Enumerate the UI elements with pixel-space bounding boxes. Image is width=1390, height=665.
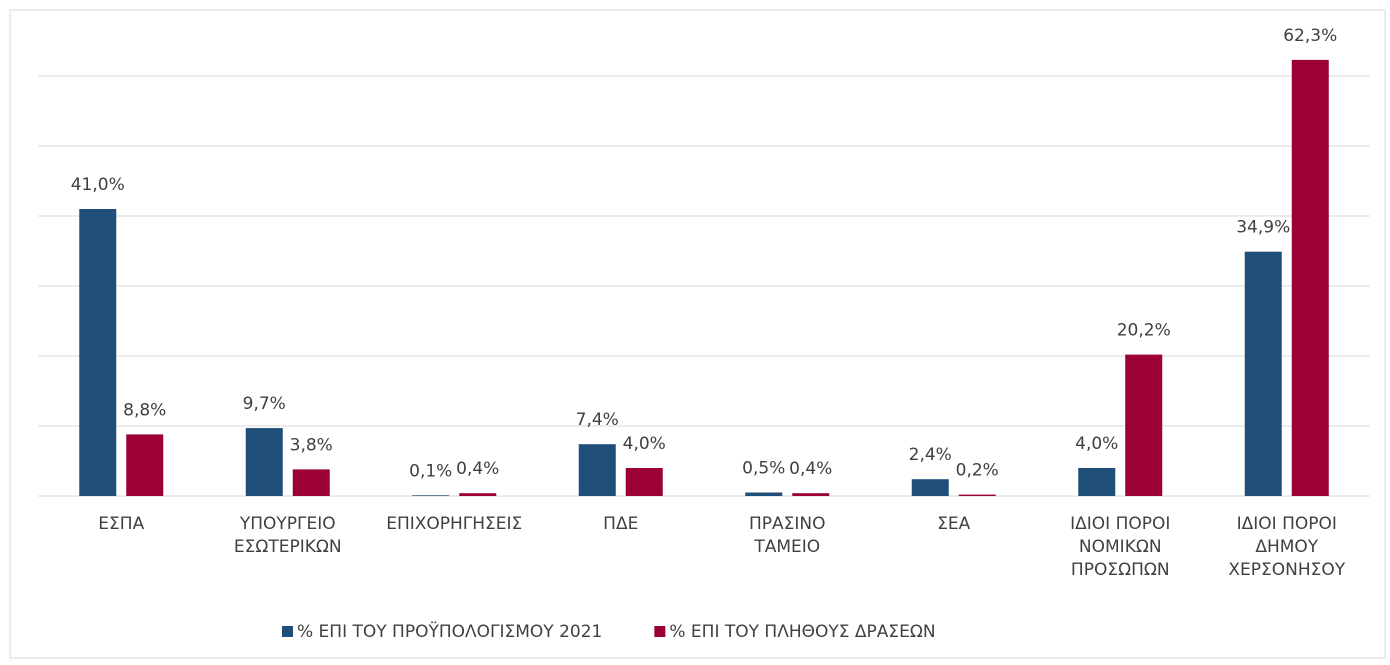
bar	[1291, 59, 1329, 497]
x-tick-label: ΝΟΜΙΚΩΝ	[1079, 537, 1162, 557]
bar	[1244, 251, 1282, 496]
value-label: 0,2%	[956, 461, 999, 481]
legend-swatch	[282, 626, 293, 637]
value-label: 0,4%	[456, 459, 499, 479]
value-label: 9,7%	[243, 394, 286, 414]
bar	[578, 444, 616, 496]
x-tick-label: ΔΗΜΟΥ	[1255, 537, 1318, 557]
x-tick-label: ΠΡΟΣΩΠΩΝ	[1071, 560, 1170, 580]
bar	[958, 494, 996, 496]
value-label: 41,0%	[71, 175, 125, 195]
x-tick-label: ΥΠΟΥΡΓΕΙΟ	[239, 514, 336, 534]
value-label: 20,2%	[1117, 321, 1171, 341]
x-tick-label: ΠΡΑΣΙΝΟ	[749, 514, 826, 534]
legend-swatch	[654, 626, 666, 637]
bar	[911, 479, 949, 496]
bar	[1078, 468, 1116, 496]
bar	[126, 434, 164, 496]
bar	[459, 493, 497, 496]
value-label: 0,1%	[409, 461, 452, 481]
bar	[245, 428, 283, 496]
bar	[792, 493, 830, 496]
x-tick-label: ΕΣΠΑ	[98, 514, 144, 534]
bar	[412, 495, 450, 496]
x-tick-label: ΤΑΜΕΙΟ	[753, 537, 820, 557]
value-label: 62,3%	[1283, 26, 1337, 46]
x-tick-label: ΕΠΙΧΟΡΗΓΗΣΕΙΣ	[386, 514, 522, 534]
value-label: 3,8%	[290, 435, 333, 455]
legend-label: % ΕΠΙ ΤΟΥ ΠΡΟΫΠΟΛΟΓΙΣΜΟΥ 2021	[297, 621, 602, 642]
value-label: 4,0%	[1075, 434, 1118, 454]
value-label: 8,8%	[123, 400, 166, 420]
x-tick-label: ΧΕΡΣΟΝΗΣΟΥ	[1228, 560, 1345, 580]
x-tick-label: ΠΔΕ	[603, 514, 638, 534]
bar	[292, 469, 330, 496]
bar	[745, 492, 783, 496]
bar	[1125, 354, 1163, 496]
legend-label: % ΕΠΙ ΤΟΥ ΠΛΗΘΟΥΣ ΔΡΑΣΕΩΝ	[669, 622, 935, 642]
x-tick-label: ΣΕΑ	[937, 514, 970, 534]
value-label: 0,5%	[742, 459, 785, 479]
bar	[625, 468, 663, 496]
chart-frame	[9, 9, 1386, 659]
bar	[79, 209, 117, 496]
value-label: 2,4%	[909, 445, 952, 465]
x-tick-label: ΙΔΙΟΙ ΠΟΡΟΙ	[1070, 514, 1170, 534]
value-label: 34,9%	[1236, 218, 1290, 238]
x-tick-label: ΙΔΙΟΙ ΠΟΡΟΙ	[1237, 514, 1337, 534]
x-tick-label: ΕΣΩΤΕΡΙΚΩΝ	[234, 537, 342, 557]
value-label: 7,4%	[576, 410, 619, 430]
value-label: 4,0%	[623, 434, 666, 454]
value-label: 0,4%	[789, 459, 832, 479]
